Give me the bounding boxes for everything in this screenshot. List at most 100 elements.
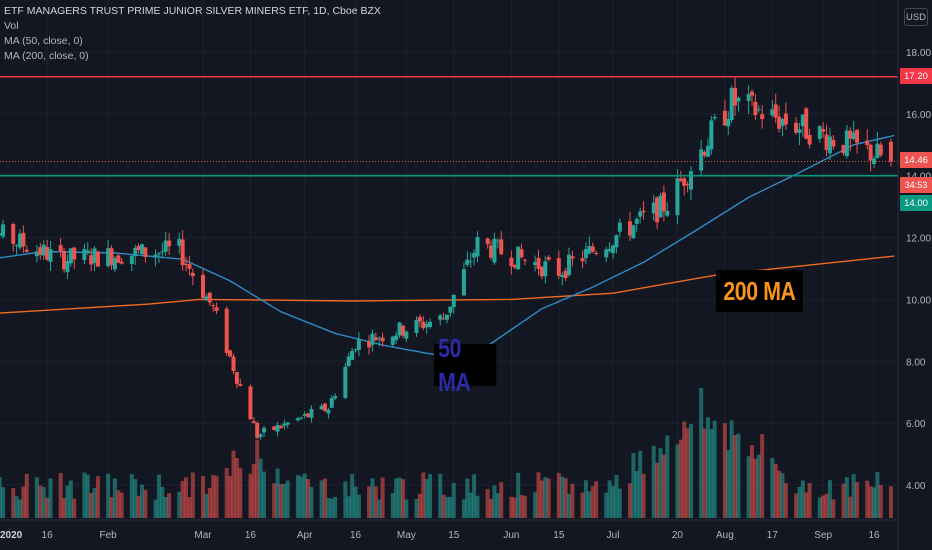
volume-bar xyxy=(82,472,87,518)
volume-bar xyxy=(475,495,480,518)
volume-bar xyxy=(329,498,334,518)
volume-bar xyxy=(760,434,765,518)
volume-bar xyxy=(153,499,158,518)
volume-bar xyxy=(888,486,893,518)
volume-bar xyxy=(631,453,636,518)
volume-bar xyxy=(445,496,449,518)
candle-body xyxy=(746,94,751,101)
volume-bar xyxy=(461,499,466,518)
volume-bar xyxy=(350,473,355,518)
candle-body xyxy=(587,246,592,254)
volume-bar xyxy=(160,486,165,518)
candle-body xyxy=(272,426,277,430)
x-axis-tick-label: 15 xyxy=(553,530,565,541)
x-axis-tick-label: 20 xyxy=(672,530,684,541)
candle-body xyxy=(1,224,6,237)
volume-bar xyxy=(448,496,453,518)
candle-body xyxy=(570,256,575,259)
candle-body xyxy=(824,134,829,150)
candle-body xyxy=(160,251,165,253)
candle-body xyxy=(583,249,588,259)
x-axis-tick-label: Feb xyxy=(99,530,117,541)
candle-body xyxy=(461,269,466,296)
volume-bar xyxy=(699,388,704,518)
volume-bar xyxy=(556,472,561,518)
candle-body xyxy=(709,120,714,150)
volume-bar xyxy=(156,474,161,518)
candle-body xyxy=(821,129,826,132)
candle-body xyxy=(777,116,782,129)
candle-body xyxy=(638,211,643,217)
volume-bar xyxy=(404,499,409,518)
candle-body xyxy=(275,425,280,432)
candle-body xyxy=(773,104,778,118)
candle-body xyxy=(417,316,422,322)
volume-bar xyxy=(72,498,77,518)
chart-legend: ETF MANAGERS TRUST PRIME JUNIOR SILVER M… xyxy=(4,4,381,64)
volume-bar xyxy=(58,473,63,518)
candle-body xyxy=(685,183,690,186)
candle-body xyxy=(278,426,283,428)
volume-bar xyxy=(614,474,619,518)
volume-bar xyxy=(309,486,314,518)
volume-bar xyxy=(323,478,327,518)
volume-bar xyxy=(844,477,849,518)
candle-body xyxy=(560,274,565,277)
candle-body xyxy=(14,244,19,246)
candle-body xyxy=(472,253,477,258)
candle-body xyxy=(380,337,385,342)
volume-bar xyxy=(533,492,538,518)
candle-body xyxy=(651,202,656,214)
candle-body xyxy=(607,248,612,252)
volume-bar xyxy=(278,484,283,518)
candle-body xyxy=(468,261,473,263)
candle-body xyxy=(394,335,399,341)
volume-bar xyxy=(519,494,524,518)
y-axis-tick-label: 8.00 xyxy=(906,357,926,368)
candle-body xyxy=(702,151,707,156)
candle-body xyxy=(65,261,70,273)
volume-bar xyxy=(394,478,399,518)
candle-body xyxy=(167,240,172,247)
volume-bar xyxy=(397,477,402,518)
candle-body xyxy=(533,262,538,265)
candle-body xyxy=(770,109,775,116)
candle-body xyxy=(112,258,117,270)
volume-bar xyxy=(262,471,266,518)
candle-body xyxy=(567,254,571,276)
candle-body xyxy=(512,264,517,268)
volume-bar xyxy=(302,473,307,518)
candle-body xyxy=(343,366,348,398)
candle-body xyxy=(817,126,822,139)
ma200-line xyxy=(0,255,895,314)
candle-body xyxy=(350,351,355,360)
volume-bar xyxy=(424,479,429,518)
candle-body xyxy=(248,386,253,420)
volume-bar xyxy=(465,478,470,518)
volume-bar xyxy=(563,478,568,518)
volume-bar xyxy=(106,473,111,518)
volume-bar xyxy=(112,478,117,518)
currency-button[interactable]: USD xyxy=(904,8,928,26)
candle-body xyxy=(397,322,402,336)
candle-body xyxy=(143,247,148,257)
y-axis-tick-label: 6.00 xyxy=(906,419,926,430)
candle-body xyxy=(85,250,90,253)
candle-body xyxy=(655,197,660,223)
volume-bar xyxy=(638,450,643,518)
volume-bar xyxy=(855,482,860,518)
volume-bar xyxy=(400,479,405,518)
candle-body xyxy=(62,250,67,270)
y-axis-tick-label: 12.00 xyxy=(906,234,931,245)
candle-body xyxy=(329,398,334,408)
volume-bar xyxy=(678,439,683,518)
candle-body xyxy=(495,240,500,242)
volume-bar xyxy=(18,499,22,518)
candle-body xyxy=(0,233,2,236)
candle-body xyxy=(302,414,307,416)
candle-body xyxy=(187,264,192,269)
volume-bar xyxy=(604,492,609,518)
volume-bar xyxy=(14,496,19,518)
volume-bar xyxy=(546,478,551,518)
